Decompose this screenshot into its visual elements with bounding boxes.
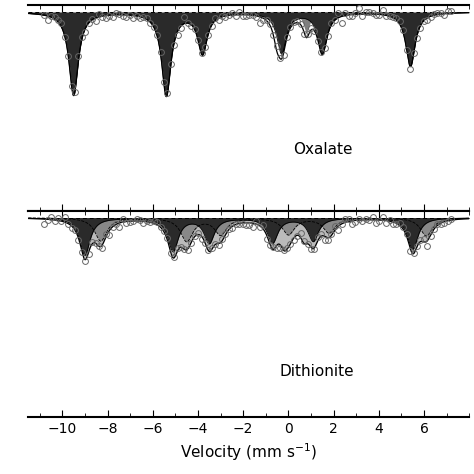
Text: Dithionite: Dithionite (280, 364, 355, 379)
X-axis label: Velocity (mm s$^{-1}$): Velocity (mm s$^{-1}$) (180, 442, 318, 463)
Text: Oxalate: Oxalate (293, 142, 353, 156)
